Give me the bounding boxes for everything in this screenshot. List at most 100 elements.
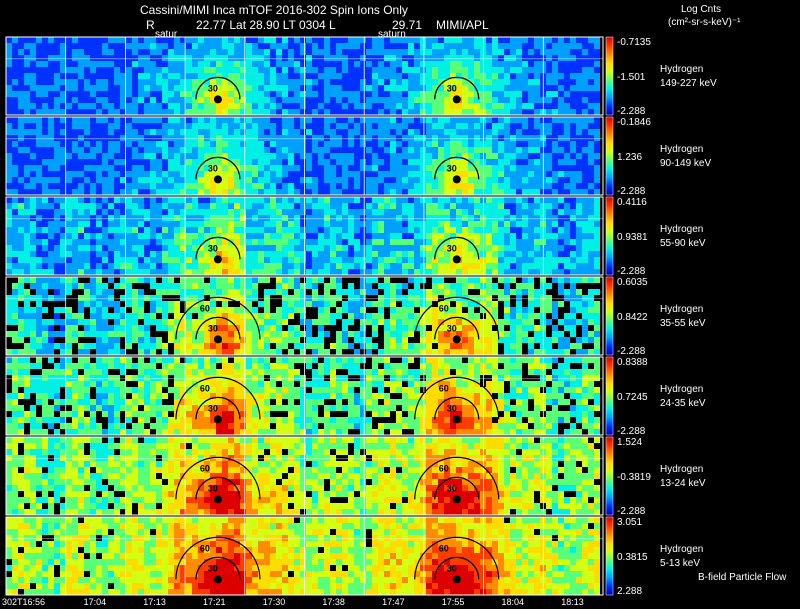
heat-cell <box>492 263 498 269</box>
heat-cell <box>348 55 354 61</box>
heat-cell <box>30 177 36 183</box>
heat-cell <box>360 289 366 295</box>
heat-cell <box>342 147 348 153</box>
heat-cell <box>246 263 252 269</box>
heat-cell <box>102 79 108 85</box>
heat-cell <box>174 283 180 289</box>
heat-cell <box>498 159 504 165</box>
heat-cell <box>576 215 582 221</box>
heat-cell <box>6 165 12 171</box>
heat-cell <box>450 123 456 129</box>
heat-cell <box>318 61 324 67</box>
heat-cell <box>114 189 120 195</box>
heat-cell <box>354 91 360 97</box>
heat-cell <box>156 183 162 189</box>
heat-cell <box>114 117 120 123</box>
heat-cell <box>192 159 198 165</box>
heat-cell <box>306 343 312 349</box>
heat-cell <box>186 49 192 55</box>
heat-cell <box>318 307 324 313</box>
heat-cell <box>510 117 516 123</box>
saturn-marker <box>213 335 222 344</box>
heat-cell <box>6 123 12 129</box>
heat-cell <box>462 85 468 91</box>
heat-cell <box>66 251 72 257</box>
heat-cell <box>546 147 552 153</box>
heat-cell <box>336 85 342 91</box>
heat-cell <box>72 227 78 233</box>
heat-cell <box>72 153 78 159</box>
heat-cell <box>198 203 204 209</box>
heat-cell <box>414 349 420 355</box>
heat-cell <box>186 97 192 103</box>
heat-cell <box>258 183 264 189</box>
heat-cell <box>444 165 450 171</box>
saturn-marker <box>213 95 222 104</box>
heat-cell <box>426 109 432 115</box>
heat-cell <box>468 49 474 55</box>
heat-cell <box>144 325 150 331</box>
heat-cell <box>138 189 144 195</box>
heat-cell <box>558 269 564 275</box>
heat-cell <box>444 227 450 233</box>
heat-cell <box>246 159 252 165</box>
heat-cell <box>60 135 66 141</box>
heat-cell <box>366 337 372 343</box>
heat-cell <box>300 319 306 325</box>
heat-cell <box>126 129 132 135</box>
heat-cell <box>414 319 420 325</box>
heat-cell <box>498 135 504 141</box>
heat-cell <box>144 245 150 251</box>
heat-cell <box>438 325 444 331</box>
heat-cell <box>432 153 438 159</box>
heat-cell <box>462 301 468 307</box>
heat-cell <box>534 197 540 203</box>
heat-cell <box>174 153 180 159</box>
heat-cell <box>42 109 48 115</box>
heat-cell <box>90 209 96 215</box>
heat-cell <box>294 221 300 227</box>
heat-cell <box>186 171 192 177</box>
colorbar-frame <box>605 196 614 276</box>
heat-cell <box>312 123 318 129</box>
heat-cell <box>192 295 198 301</box>
heat-cell <box>108 55 114 61</box>
heat-cell <box>588 79 594 85</box>
heat-cell <box>558 103 564 109</box>
heat-cell <box>312 159 318 165</box>
heat-cell <box>162 147 168 153</box>
heat-cell <box>354 61 360 67</box>
heat-cell <box>450 117 456 123</box>
heat-cell <box>60 343 66 349</box>
heat-cell <box>432 239 438 245</box>
heat-cell <box>594 221 600 227</box>
heat-cell <box>42 295 48 301</box>
heat-cell <box>324 85 330 91</box>
heat-cell <box>342 91 348 97</box>
heat-cell <box>312 209 318 215</box>
heat-cell <box>126 343 132 349</box>
heat-cell <box>228 73 234 79</box>
heat-cell <box>42 85 48 91</box>
heat-cell <box>534 269 540 275</box>
heat-cell <box>570 153 576 159</box>
heat-cell <box>330 221 336 227</box>
heat-cell <box>114 55 120 61</box>
heat-cell <box>366 177 372 183</box>
heat-cell <box>12 159 18 165</box>
heat-cell <box>72 183 78 189</box>
heat-cell <box>330 79 336 85</box>
heat-cell <box>42 67 48 73</box>
heat-cell <box>366 37 372 43</box>
heat-cell <box>96 325 102 331</box>
heat-cell <box>240 203 246 209</box>
heat-cell <box>360 91 366 97</box>
contour-label: 30 <box>208 83 218 93</box>
heat-cell <box>390 123 396 129</box>
heat-cell <box>522 43 528 49</box>
heat-cell <box>294 171 300 177</box>
heat-cell <box>294 159 300 165</box>
heat-cell <box>396 295 402 301</box>
heat-cell <box>402 109 408 115</box>
heat-cell <box>468 301 474 307</box>
